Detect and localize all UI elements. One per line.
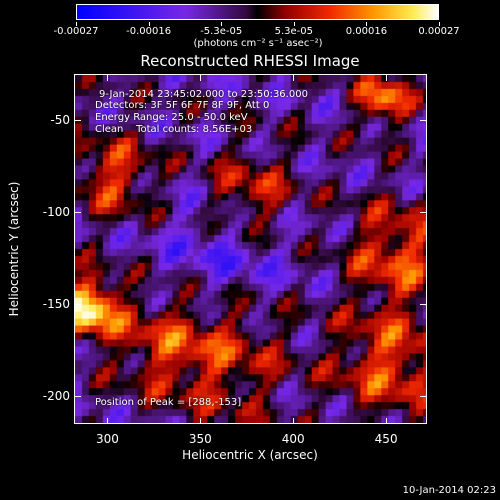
- image-title: Reconstructed RHESSI Image: [140, 52, 360, 70]
- time-range-label: 9-Jan-2014 23:45:02.000 to 23:50:36.000: [99, 89, 308, 100]
- y-tick-mark: [420, 212, 426, 214]
- y-tick-mark: [420, 304, 426, 306]
- x-axis-label: Heliocentric X (arcsec): [182, 448, 318, 462]
- y-tick-mark: [75, 212, 81, 214]
- x-tick-mark: [386, 75, 388, 81]
- x-tick-mark: [200, 75, 202, 81]
- y-tick-mark: [75, 304, 81, 306]
- colorbar-tick-label: -5.3e-05: [200, 26, 243, 37]
- colorbar-tick-mark: [293, 22, 295, 26]
- x-tick-mark: [107, 75, 109, 81]
- x-tick-mark: [293, 418, 295, 424]
- colorbar-tick-mark: [76, 22, 77, 26]
- y-tick-label: -200: [42, 389, 70, 404]
- y-tick-label: -100: [42, 205, 70, 220]
- y-tick-mark: [75, 396, 81, 398]
- detectors-label: Detectors: 3F 5F 6F 7F 8F 9F, Att 0: [95, 100, 270, 111]
- x-tick-mark: [293, 75, 295, 81]
- x-tick-label: 400: [281, 432, 305, 446]
- x-tick-mark: [107, 418, 109, 424]
- x-tick-label: 450: [374, 432, 398, 446]
- colorbar-tick-mark: [148, 22, 150, 26]
- x-tick-label: 300: [95, 432, 119, 446]
- energy-range-label: Energy Range: 25.0 - 50.0 keV: [95, 112, 248, 123]
- colorbar: [76, 4, 439, 20]
- colorbar-tick-mark: [221, 22, 223, 26]
- x-tick-mark: [200, 418, 202, 424]
- y-axis-label: Heliocentric Y (arcsec): [7, 181, 21, 317]
- colorbar-units: (photons cm⁻² s⁻¹ asec⁻²): [193, 38, 323, 49]
- colorbar-tick-label: 0.00016: [345, 26, 388, 37]
- y-tick-label: -150: [42, 297, 70, 312]
- clean-counts-label: Clean Total counts: 8.56E+03: [95, 124, 253, 135]
- y-tick-mark: [420, 396, 426, 398]
- x-tick-mark: [386, 418, 388, 424]
- y-tick-label: -50: [50, 113, 70, 128]
- colorbar-tick-mark: [439, 22, 440, 26]
- x-tick-label: 350: [188, 432, 212, 446]
- colorbar-tick-label: 0.00027: [418, 26, 460, 37]
- colorbar-tick-label: -0.00027: [53, 26, 99, 37]
- heatmap-image: [75, 75, 426, 423]
- colorbar-tick-label: -0.00016: [126, 26, 172, 37]
- image-plot: 9-Jan-2014 23:45:02.000 to 23:50:36.000 …: [74, 74, 427, 424]
- colorbar-tick-label: 5.3e-05: [274, 26, 313, 37]
- peak-position-label: Position of Peak = [288,-153]: [95, 397, 242, 408]
- colorbar-tick-mark: [366, 22, 368, 26]
- y-tick-mark: [420, 120, 426, 122]
- plot-timestamp: 10-Jan-2014 02:23: [402, 485, 496, 496]
- y-tick-mark: [75, 120, 81, 122]
